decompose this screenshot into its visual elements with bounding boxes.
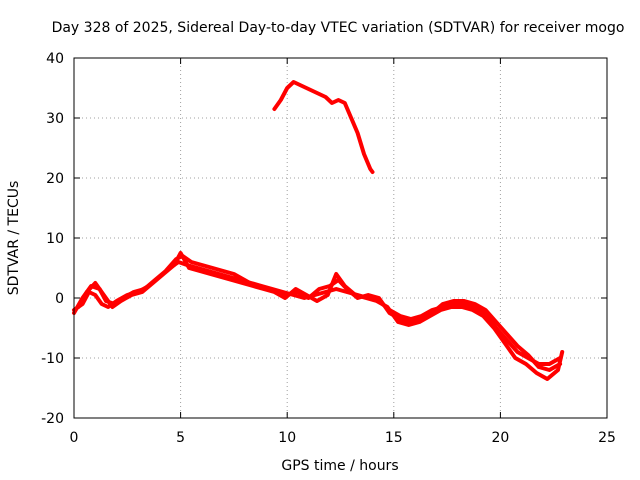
x-tick-label: 20 [491,430,509,446]
series-line-arc-3 [76,251,565,381]
x-tick-label: 25 [598,430,616,446]
y-tick-label: 40 [46,51,64,67]
x-tick-labels: 0 5 10 15 20 25 [70,430,616,446]
x-tick-label: 0 [70,430,79,446]
x-tick-label: 10 [278,430,296,446]
y-tick-label: 20 [46,171,64,187]
y-tick-label: -20 [41,411,64,427]
y-tick-labels: -20 -10 0 10 20 30 40 [41,51,64,427]
x-axis-label: GPS time / hours [281,458,398,474]
x-tick-label: 5 [176,430,185,446]
series-line-arc-4 [272,80,375,174]
data-series [72,80,565,381]
y-tick-label: 10 [46,231,64,247]
chart-title: Day 328 of 2025, Sidereal Day-to-day VTE… [52,20,625,36]
x-tick-label: 15 [385,430,403,446]
y-tick-label: 30 [46,111,64,127]
y-axis-label: SDTVAR / TECUs [6,181,22,296]
axis-ticks [73,57,608,419]
series-line-arc-2 [72,254,563,372]
y-tick-label: -10 [41,351,64,367]
y-tick-label: 0 [55,291,64,307]
